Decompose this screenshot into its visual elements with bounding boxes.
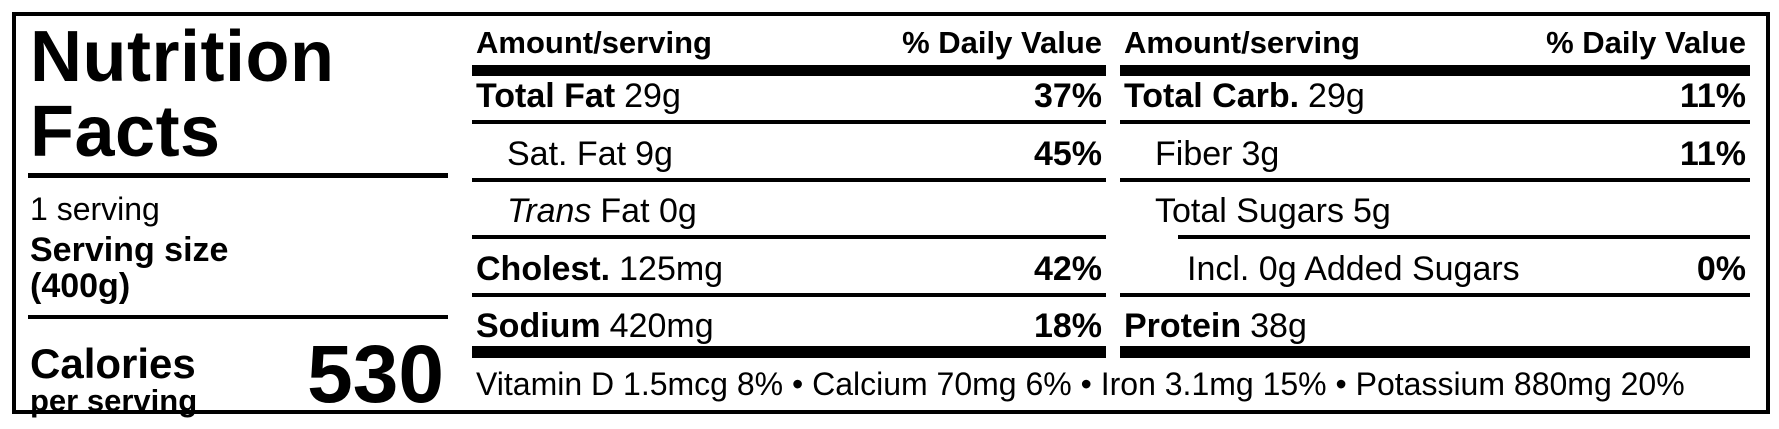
divider [28, 173, 448, 178]
nutrient-dv: 11% [1679, 77, 1746, 115]
label-title-line2: Facts [30, 92, 221, 172]
nutrient-amount: 5g [1353, 192, 1391, 230]
nutrient-name: Total Sugars [1155, 192, 1344, 230]
calories-labels: Calories per serving [30, 340, 198, 418]
nutrient-row-sat-fat: Sat. Fat 9g 45% [476, 134, 1102, 180]
column-header: Amount/serving % Daily Value [476, 26, 1102, 60]
calories-row: Calories per serving 530 [30, 329, 444, 420]
nutrient-column-2: Amount/serving % Daily Value Total Carb.… [1120, 16, 1750, 410]
nutrient-row-protein: Protein 38g [1124, 306, 1746, 352]
serving-size-label: Serving size [30, 231, 229, 269]
nutrient-name: Fiber [1155, 135, 1233, 173]
nutrient-dv: 18% [1033, 307, 1102, 345]
divider [472, 120, 1106, 124]
nutrient-amount: 3g [1241, 135, 1280, 173]
nutrient-name: Sat. Fat [507, 135, 627, 173]
nutrient-name: Cholest. [476, 250, 611, 288]
nutrient-row-total-fat: Total Fat 29g 37% [476, 76, 1102, 122]
divider [472, 178, 1106, 182]
nutrient-row-added-sugars: Incl. 0g Added Sugars 0% [1124, 249, 1746, 295]
header-daily-value: % Daily Value [902, 25, 1102, 60]
calories-label: Calories [30, 340, 196, 387]
nutrient-amount: 125mg [619, 250, 724, 288]
nutrient-dv: 11% [1679, 135, 1746, 173]
header-daily-value: % Daily Value [1546, 25, 1746, 60]
divider [1120, 293, 1750, 297]
header-amount-serving: Amount/serving [1124, 25, 1360, 60]
nutrient-name: Total Carb. [1124, 77, 1300, 115]
nutrient-dv: 0% [1696, 250, 1746, 288]
label-left-panel: Nutrition Facts 1 serving Serving size (… [28, 16, 448, 417]
nutrient-amount: 9g [635, 135, 673, 173]
serving-size-value: (400g) [30, 267, 131, 305]
nutrient-dv: 45% [1033, 135, 1102, 173]
nutrient-amount: 420mg [609, 307, 714, 345]
divider [28, 315, 448, 319]
calories-sublabel: per serving [30, 383, 198, 418]
servings-per-container: 1 serving [30, 191, 160, 227]
nutrient-name: Sodium [476, 307, 601, 345]
nutrient-name: Protein [1124, 307, 1242, 345]
nutrient-name: Trans [507, 192, 592, 230]
micronutrients-line: Vitamin D 1.5mcg 8% • Calcium 70mg 6% • … [476, 366, 1685, 402]
nutrient-column-1: Amount/serving % Daily Value Total Fat 2… [472, 16, 1106, 410]
nutrient-amount: Fat 0g [600, 192, 697, 230]
calories-value: 530 [307, 329, 444, 420]
thick-divider [472, 346, 1106, 358]
divider [1120, 178, 1750, 182]
thick-divider [1120, 346, 1750, 358]
column-header: Amount/serving % Daily Value [1124, 26, 1746, 60]
nutrient-amount: 29g [624, 77, 681, 115]
nutrient-row-total-sugars: Total Sugars 5g [1124, 191, 1746, 237]
nutrient-row-total-carb: Total Carb. 29g 11% [1124, 76, 1746, 122]
label-title: Nutrition Facts [30, 20, 334, 170]
thick-divider [472, 65, 1106, 76]
divider [472, 235, 1106, 239]
nutrient-row-trans-fat: Trans Fat 0g [476, 191, 1102, 237]
nutrient-dv: 37% [1033, 77, 1102, 115]
nutrient-name: Total Fat [476, 77, 616, 115]
nutrient-amount: 38g [1250, 307, 1307, 345]
divider [1178, 235, 1750, 239]
nutrient-row-cholesterol: Cholest. 125mg 42% [476, 249, 1102, 295]
divider [1120, 120, 1750, 124]
nutrient-dv: 42% [1033, 250, 1102, 288]
nutrient-row-sodium: Sodium 420mg 18% [476, 306, 1102, 352]
divider [472, 293, 1106, 297]
header-amount-serving: Amount/serving [476, 25, 712, 60]
nutrient-amount: 29g [1308, 77, 1365, 115]
nutrient-row-fiber: Fiber 3g 11% [1124, 134, 1746, 180]
label-title-line1: Nutrition [30, 17, 335, 97]
thick-divider [1120, 65, 1750, 76]
nutrient-name: Incl. 0g Added Sugars [1187, 250, 1520, 288]
label-border-box: Nutrition Facts 1 serving Serving size (… [12, 12, 1770, 417]
